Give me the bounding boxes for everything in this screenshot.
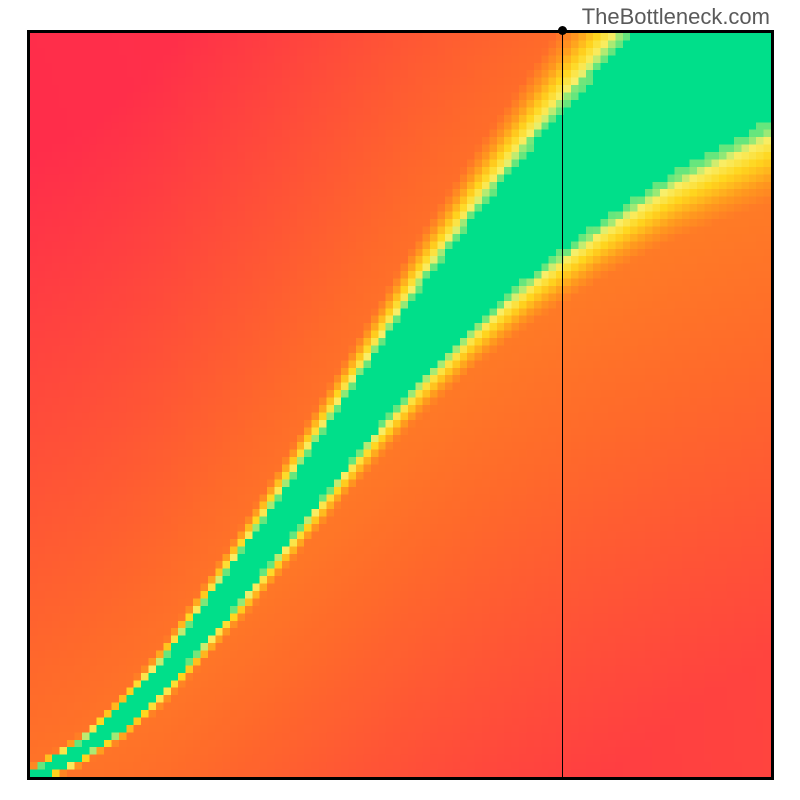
heatmap-canvas xyxy=(30,33,771,777)
chart-container: TheBottleneck.com xyxy=(0,0,800,800)
watermark-text: TheBottleneck.com xyxy=(582,4,770,30)
